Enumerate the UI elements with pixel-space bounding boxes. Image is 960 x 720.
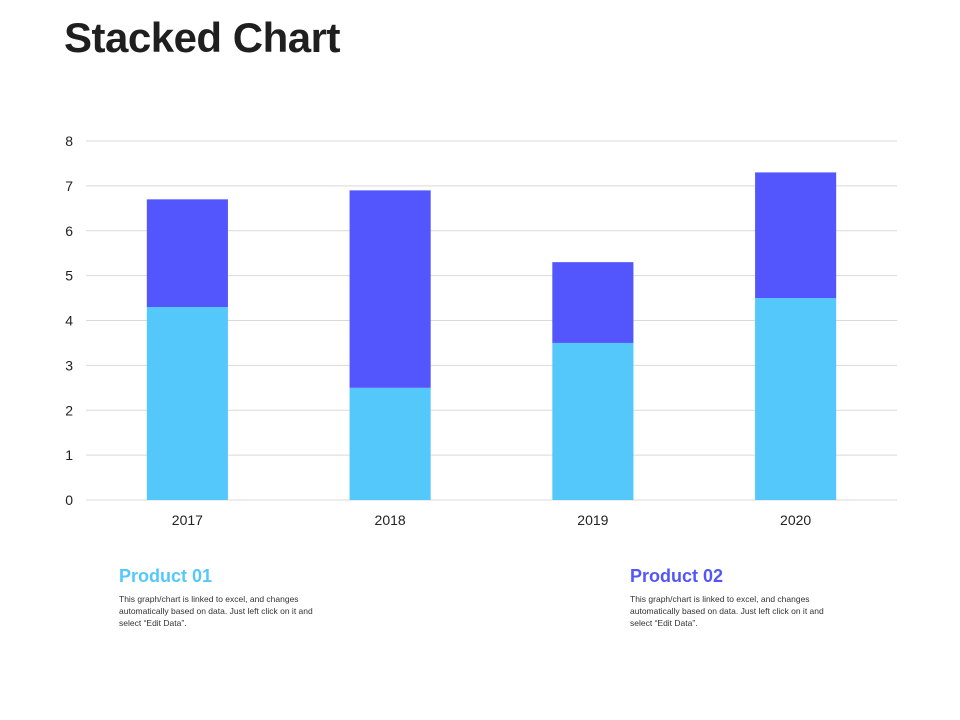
bar-2018-series-1 [349, 387, 431, 500]
bar-2019-series-1 [552, 342, 634, 500]
legend-title-product-01: Product 01 [119, 566, 213, 586]
x-tick-label-2019: 2019 [577, 512, 608, 528]
y-tick-label-4: 4 [65, 313, 73, 329]
page-title: Stacked Chart [64, 14, 340, 61]
x-tick-label-2018: 2018 [375, 512, 406, 528]
y-tick-label-6: 6 [65, 223, 73, 239]
bar-2020-series-1 [755, 298, 837, 500]
bar-2017-series-1 [146, 307, 228, 500]
y-tick-label-2: 2 [65, 402, 73, 418]
bar-2018-series-2 [349, 190, 431, 388]
legend-title-product-02: Product 02 [630, 566, 724, 586]
bar-2019-series-2 [552, 262, 634, 343]
x-tick-label-2017: 2017 [172, 512, 203, 528]
y-tick-label-8: 8 [65, 133, 73, 149]
legend-product-01: Product 01 This graph/chart is linked to… [119, 566, 359, 629]
legend-product-02: Product 02 This graph/chart is linked to… [630, 566, 870, 629]
y-tick-label-3: 3 [65, 357, 73, 373]
y-tick-label-1: 1 [65, 447, 73, 463]
y-tick-label-0: 0 [65, 492, 73, 508]
bar-2017-series-2 [146, 199, 228, 308]
y-tick-label-5: 5 [65, 268, 73, 284]
legend-description-product-02: This graph/chart is linked to excel, and… [630, 594, 824, 628]
bar-2020-series-2 [755, 172, 837, 299]
x-tick-label-2020: 2020 [780, 512, 811, 528]
y-tick-label-7: 7 [65, 178, 73, 194]
stacked-bar-chart: 0 1 2 3 4 5 6 7 8 2017 2018 2019 2020 [65, 133, 897, 528]
legend-description-product-01: This graph/chart is linked to excel, and… [119, 594, 313, 628]
